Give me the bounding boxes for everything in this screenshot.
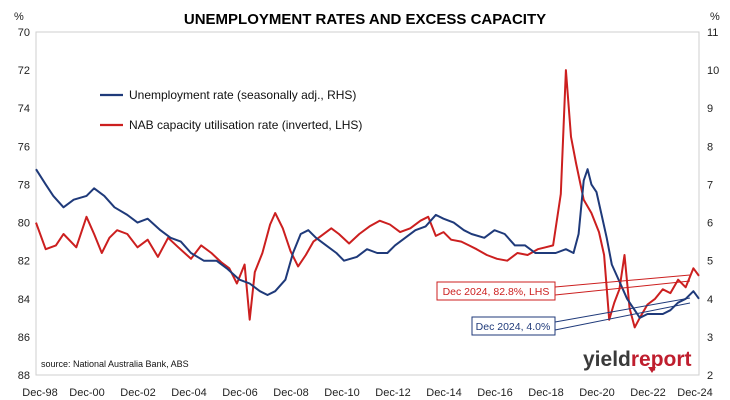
x-axis-tick-label: Dec-02 (120, 387, 155, 399)
left-axis: 70 72 74 76 78 80 82 84 86 88 (18, 27, 30, 382)
callout-text-capacity: Dec 2024, 82.8%, LHS (443, 286, 550, 298)
right-axis-tick-label: 4 (707, 294, 713, 306)
logo-triangle-icon (648, 367, 656, 373)
left-axis-tick-label: 88 (18, 370, 30, 382)
logo-wordmark: yieldreport (583, 348, 692, 371)
left-axis-tick-label: 86 (18, 332, 30, 344)
right-axis-tick-label: 8 (707, 141, 713, 153)
callout-box-unemployment (471, 316, 556, 336)
left-axis-tick-label: 76 (18, 141, 30, 153)
series-layer (35, 69, 700, 329)
left-axis-unit: % (14, 11, 24, 23)
annotation-unemployment: Dec 2024, 4.0% (471, 297, 691, 336)
chart-title: UNEMPLOYMENT RATES AND EXCESS CAPACITY (184, 11, 546, 28)
x-axis-tick-label: Dec-22 (630, 387, 665, 399)
callout-leader-unemployment (554, 297, 691, 323)
capacity-utilisation-line (35, 69, 700, 329)
callout-text-unemployment: Dec 2024, 4.0% (476, 321, 551, 333)
x-axis-tick-label: Dec-06 (222, 387, 257, 399)
right-axis-tick-label: 2 (707, 370, 713, 382)
x-axis-tick-label: Dec-08 (273, 387, 308, 399)
legend: Unemployment rate (seasonally adj., RHS)… (100, 88, 362, 132)
right-axis-tick-label: 3 (707, 332, 713, 344)
x-axis-tick-label: Dec-00 (69, 387, 104, 399)
left-axis-tick-label: 82 (18, 256, 30, 268)
right-axis-tick-label: 7 (707, 179, 713, 191)
x-axis-tick-label: Dec-24 (677, 387, 712, 399)
right-axis-tick-label: 10 (707, 65, 719, 77)
left-axis-tick-label: 74 (18, 103, 30, 115)
left-axis-tick-label: 80 (18, 218, 30, 230)
right-axis-tick-label: 5 (707, 256, 713, 268)
logo-part-yield: yield (583, 348, 631, 371)
plot-frame (35, 31, 700, 376)
logo-part-report: report (631, 348, 692, 371)
left-axis-tick-label: 78 (18, 179, 30, 191)
x-axis-tick-label: Dec-10 (324, 387, 359, 399)
x-axis: Dec-98 Dec-00 Dec-02 Dec-04 Dec-06 Dec-08 Dec-… (22, 387, 712, 399)
x-axis-tick-label: Dec-20 (579, 387, 614, 399)
unemployment-rate-line (35, 168, 700, 319)
right-axis-tick-label: 9 (707, 103, 713, 115)
yieldreport-logo: yieldreport (583, 348, 692, 373)
x-axis-tick-label: Dec-14 (426, 387, 461, 399)
x-axis-tick-label: Dec-12 (375, 387, 410, 399)
right-axis-tick-label: 6 (707, 218, 713, 230)
x-axis-tick-label: Dec-18 (528, 387, 563, 399)
left-axis-tick-label: 84 (18, 294, 30, 306)
left-axis-tick-label: 72 (18, 65, 30, 77)
left-axis-tick-label: 70 (18, 27, 30, 39)
legend-label-unemployment: Unemployment rate (seasonally adj., RHS) (129, 88, 356, 102)
callout-leader-unemployment-2 (554, 302, 691, 331)
right-axis-unit: % (710, 11, 720, 23)
legend-label-capacity: NAB capacity utilisation rate (inverted,… (129, 118, 362, 132)
x-axis-tick-label: Dec-98 (22, 387, 57, 399)
callout-box-capacity (436, 281, 556, 301)
x-axis-tick-label: Dec-04 (171, 387, 206, 399)
callout-leader-capacity-2 (554, 280, 691, 296)
x-axis-tick-label: Dec-16 (477, 387, 512, 399)
right-axis: 11 10 9 8 7 6 5 4 3 2 (707, 27, 719, 382)
source-note: source: National Australia Bank, ABS (41, 359, 189, 369)
callout-leader-capacity (554, 274, 691, 288)
right-axis-tick-label: 11 (707, 27, 718, 39)
annotation-capacity: Dec 2024, 82.8%, LHS (436, 274, 691, 301)
